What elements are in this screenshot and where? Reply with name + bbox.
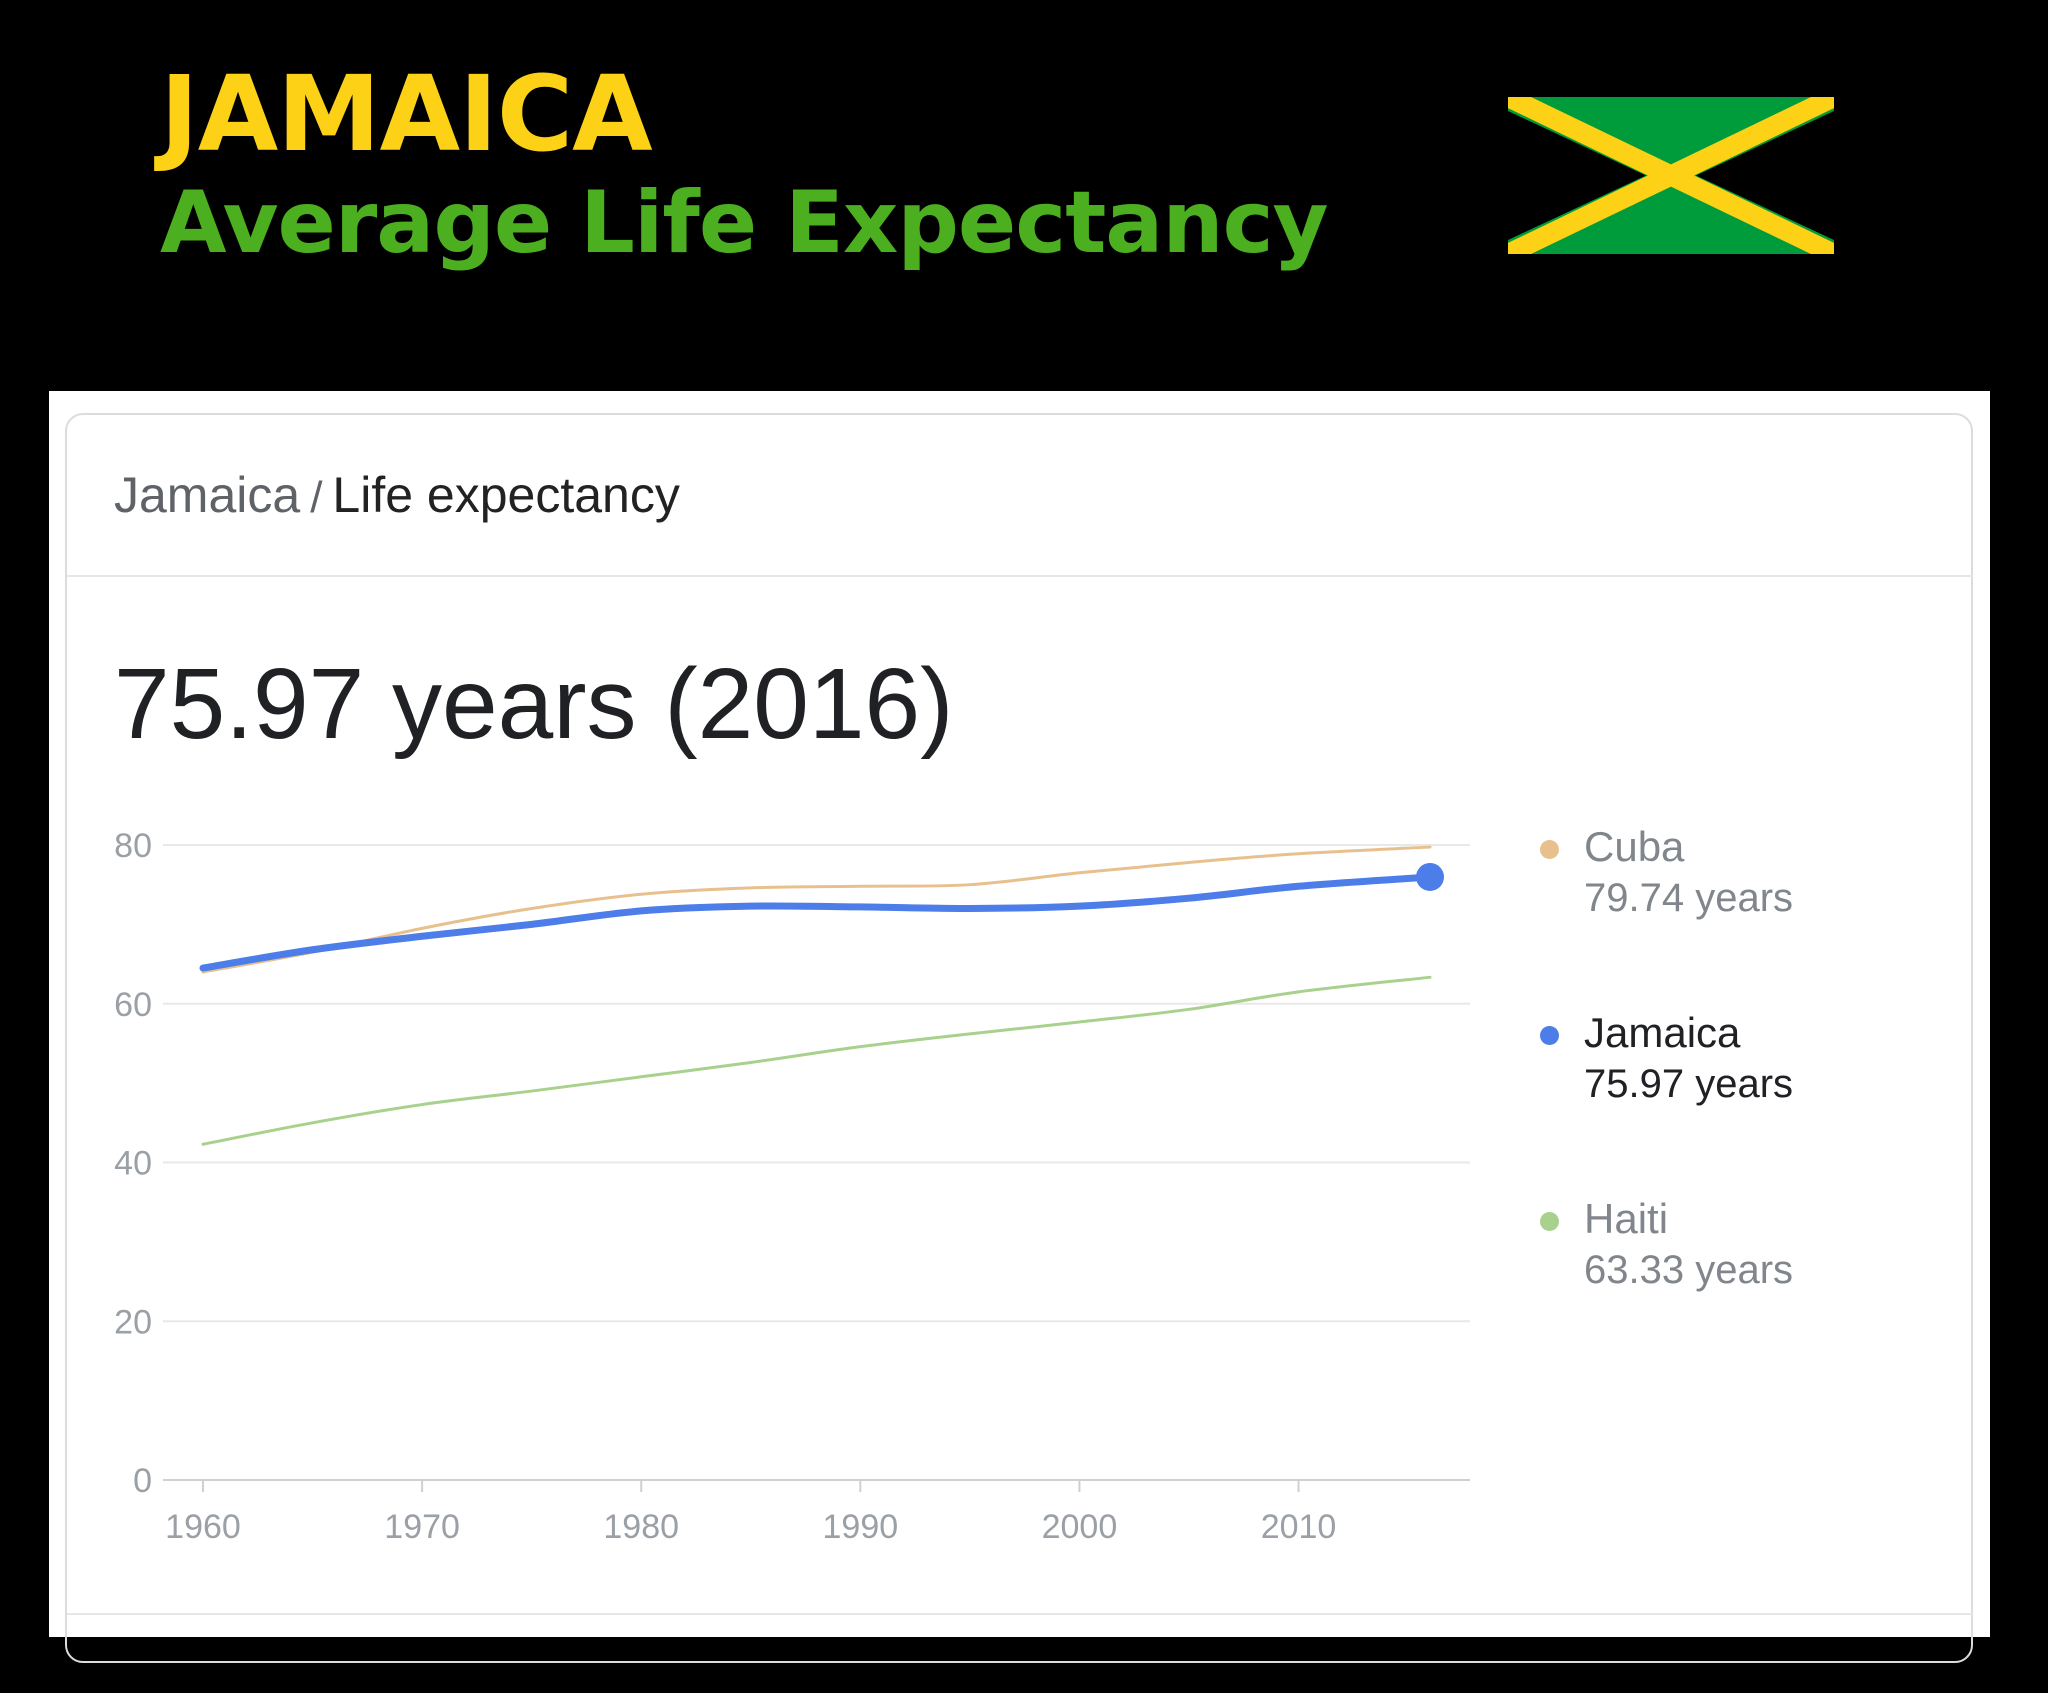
legend-name: Cuba — [1584, 823, 1685, 870]
x-tick-label: 1960 — [165, 1508, 241, 1546]
series-line-cuba[interactable] — [201, 845, 1432, 974]
legend-name: Haiti — [1584, 1195, 1669, 1242]
headline-value: 75.97 years (2016) — [114, 648, 954, 760]
x-tick-label: 2010 — [1261, 1508, 1337, 1546]
y-tick-label: 60 — [114, 986, 152, 1024]
breadcrumb-country[interactable]: Jamaica — [114, 467, 301, 523]
flag-saltire-2 — [1508, 97, 1834, 254]
x-tick-label: 1990 — [823, 1508, 899, 1546]
x-tick-label: 1970 — [384, 1508, 460, 1546]
series-line-haiti[interactable] — [201, 975, 1432, 1146]
breadcrumb: Jamaica / Life expectancy — [114, 470, 680, 520]
page-subtitle: Average Life Expectancy — [160, 173, 1329, 273]
chart-series-lines — [199, 845, 1444, 1146]
legend-name: Jamaica — [1584, 1009, 1741, 1056]
header-divider — [67, 575, 1973, 577]
page-title: JAMAICA — [160, 53, 653, 175]
y-tick-label: 20 — [114, 1303, 152, 1341]
x-tick-label: 1980 — [603, 1508, 679, 1546]
breadcrumb-topic: Life expectancy — [332, 467, 680, 523]
flag-black-triangle-right — [1696, 111, 1834, 240]
legend-value: 75.97 years — [1584, 1062, 1794, 1106]
y-tick-label: 0 — [133, 1462, 152, 1500]
legend-dot — [1540, 1026, 1559, 1045]
y-tick-label: 80 — [114, 827, 152, 865]
chart-x-tick-labels: 1960 1970 1980 1990 2000 2010 — [165, 1508, 1336, 1546]
chart-gridlines — [163, 844, 1470, 1492]
legend-dot — [1540, 1212, 1559, 1231]
y-tick-label: 40 — [114, 1145, 152, 1183]
chart-panel — [49, 391, 1990, 1663]
legend-value: 79.74 years — [1584, 876, 1794, 920]
x-tick-label: 2000 — [1042, 1508, 1118, 1546]
card-footer-divider — [67, 1613, 1973, 1615]
legend-value: 63.33 years — [1584, 1248, 1794, 1292]
legend-dot — [1540, 840, 1559, 859]
breadcrumb-separator: / — [310, 473, 323, 522]
series-endpoint-jamaica[interactable] — [1416, 862, 1444, 891]
chart-card — [65, 413, 1973, 1663]
jamaica-flag — [1508, 97, 1834, 254]
chart-y-tick-labels: 0 20 40 60 80 — [114, 827, 152, 1500]
flag-black-triangle-left — [1508, 111, 1646, 240]
series-line-jamaica[interactable] — [199, 873, 1434, 972]
